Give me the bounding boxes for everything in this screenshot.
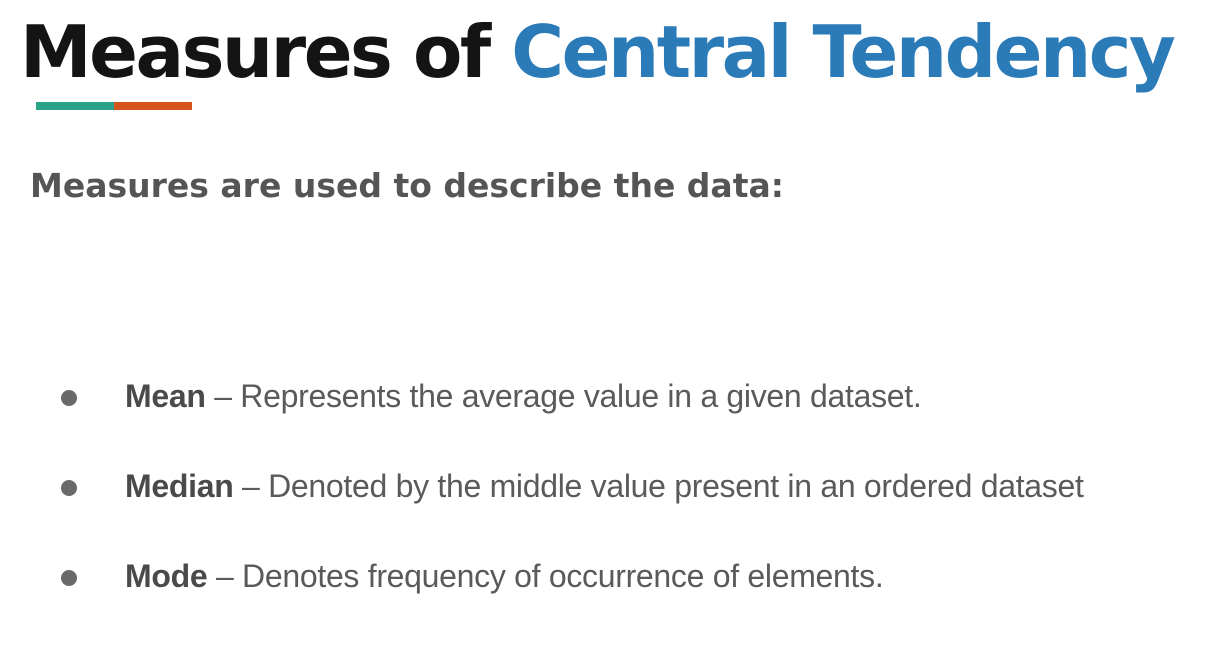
- bullet-list: Mean – Represents the average value in a…: [0, 366, 1216, 636]
- bullet-text: Mode – Denotes frequency of occurrence o…: [125, 554, 884, 598]
- bullet-item-mean: Mean – Represents the average value in a…: [0, 366, 1216, 456]
- bullet-dot-icon: [61, 390, 77, 406]
- bullet-term: Mean: [125, 378, 206, 414]
- underline-green-segment: [36, 102, 114, 110]
- underline-orange-segment: [114, 102, 192, 110]
- bullet-term: Mode: [125, 558, 208, 594]
- bullet-separator: –: [233, 468, 269, 504]
- title-part-central-tendency: Central Tendency: [511, 10, 1176, 94]
- title-part-measures-of: Measures of: [20, 10, 512, 94]
- title-underline: [36, 102, 192, 110]
- slide-title: Measures of Central Tendency: [20, 2, 1176, 102]
- bullet-description: Denoted by the middle value present in a…: [268, 468, 1084, 504]
- slide-subtitle: Measures are used to describe the data:: [30, 166, 784, 205]
- bullet-dot-icon: [61, 480, 77, 496]
- bullet-text: Mean – Represents the average value in a…: [125, 374, 922, 418]
- bullet-separator: –: [205, 378, 241, 414]
- bullet-description: Represents the average value in a given …: [240, 378, 922, 414]
- bullet-description: Denotes frequency of occurrence of eleme…: [242, 558, 884, 594]
- bullet-dot-icon: [61, 570, 77, 586]
- bullet-item-mode: Mode – Denotes frequency of occurrence o…: [0, 546, 1216, 636]
- bullet-item-median: Median – Denoted by the middle value pre…: [0, 456, 1216, 546]
- bullet-separator: –: [207, 558, 243, 594]
- bullet-term: Median: [125, 468, 234, 504]
- bullet-text: Median – Denoted by the middle value pre…: [125, 464, 1084, 508]
